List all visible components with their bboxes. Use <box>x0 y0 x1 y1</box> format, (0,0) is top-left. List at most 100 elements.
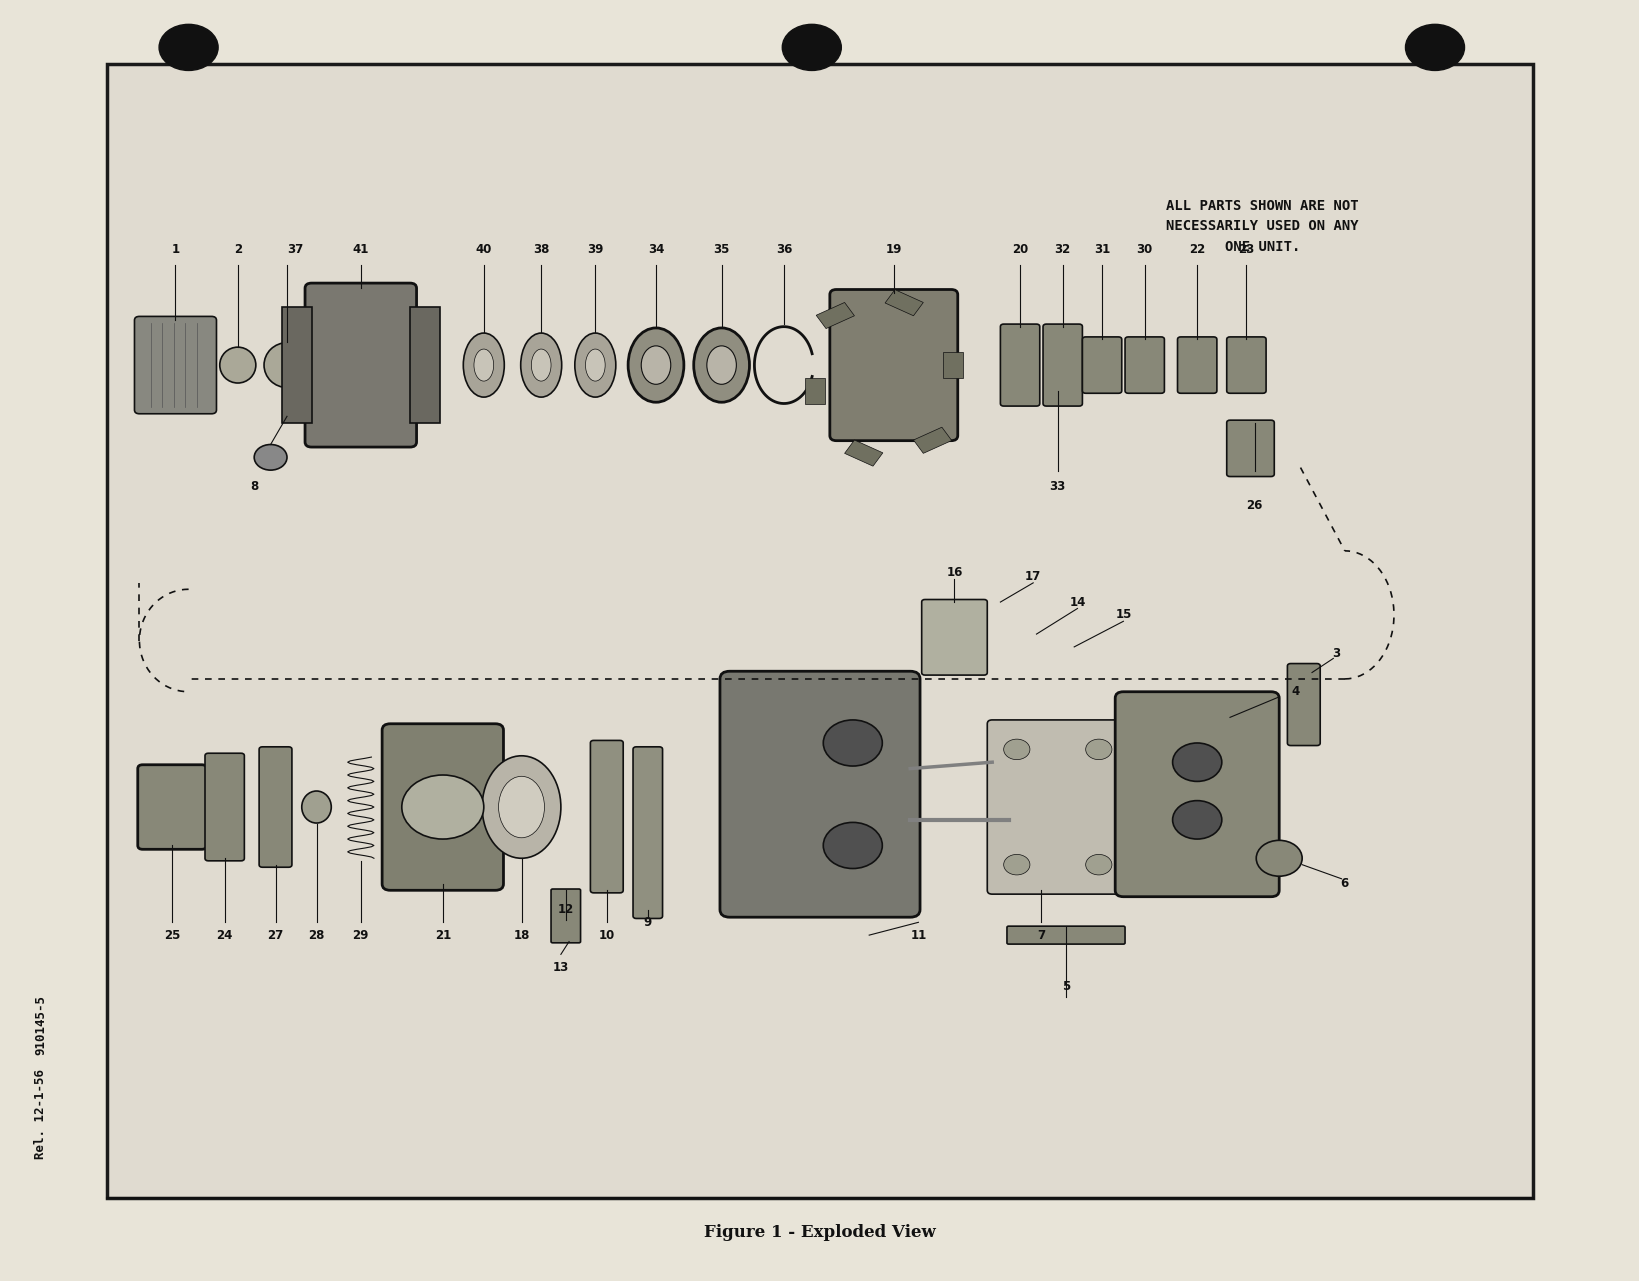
Bar <box>844 439 882 466</box>
Bar <box>942 352 962 378</box>
Circle shape <box>1085 854 1111 875</box>
Text: 20: 20 <box>1011 243 1028 256</box>
Text: 15: 15 <box>1115 608 1131 621</box>
Text: 34: 34 <box>647 243 664 256</box>
FancyBboxPatch shape <box>1226 420 1274 477</box>
Ellipse shape <box>498 776 544 838</box>
Ellipse shape <box>521 333 561 397</box>
Circle shape <box>1003 739 1029 760</box>
Bar <box>885 290 923 316</box>
Text: 8: 8 <box>249 480 259 493</box>
Text: 11: 11 <box>910 929 926 942</box>
Bar <box>410 307 439 423</box>
FancyBboxPatch shape <box>259 747 292 867</box>
Circle shape <box>1003 854 1029 875</box>
Text: 40: 40 <box>475 243 492 256</box>
Text: 37: 37 <box>287 243 303 256</box>
FancyBboxPatch shape <box>633 747 662 918</box>
Text: 30: 30 <box>1136 243 1152 256</box>
FancyBboxPatch shape <box>987 720 1128 894</box>
Text: 9: 9 <box>642 916 652 929</box>
Text: 22: 22 <box>1188 243 1205 256</box>
Text: 4: 4 <box>1290 685 1300 698</box>
Ellipse shape <box>482 756 561 858</box>
Bar <box>805 378 824 404</box>
FancyBboxPatch shape <box>138 765 207 849</box>
Circle shape <box>823 720 882 766</box>
FancyBboxPatch shape <box>382 724 503 890</box>
Text: 1: 1 <box>172 243 179 256</box>
Text: 12: 12 <box>557 903 574 916</box>
FancyBboxPatch shape <box>134 316 216 414</box>
Ellipse shape <box>575 333 616 397</box>
Text: 28: 28 <box>308 929 325 942</box>
Circle shape <box>1255 840 1301 876</box>
Circle shape <box>402 775 484 839</box>
Ellipse shape <box>641 346 670 384</box>
Text: 14: 14 <box>1069 596 1085 608</box>
Bar <box>107 64 1532 1198</box>
Text: 33: 33 <box>1049 480 1065 493</box>
FancyBboxPatch shape <box>1226 337 1265 393</box>
FancyBboxPatch shape <box>1287 664 1319 746</box>
FancyBboxPatch shape <box>1042 324 1082 406</box>
Bar <box>816 302 854 329</box>
Ellipse shape <box>531 348 551 382</box>
Text: 21: 21 <box>434 929 451 942</box>
FancyBboxPatch shape <box>1124 337 1164 393</box>
Ellipse shape <box>220 347 256 383</box>
Text: 24: 24 <box>216 929 233 942</box>
Text: 23: 23 <box>1237 243 1254 256</box>
FancyBboxPatch shape <box>590 740 623 893</box>
Ellipse shape <box>585 348 605 382</box>
Text: 41: 41 <box>352 243 369 256</box>
Ellipse shape <box>693 328 749 402</box>
FancyBboxPatch shape <box>1000 324 1039 406</box>
Circle shape <box>1172 743 1221 781</box>
FancyBboxPatch shape <box>1082 337 1121 393</box>
FancyBboxPatch shape <box>305 283 416 447</box>
Text: 16: 16 <box>946 566 962 579</box>
Text: 27: 27 <box>267 929 284 942</box>
Text: 18: 18 <box>513 929 529 942</box>
Bar <box>282 307 311 423</box>
Ellipse shape <box>706 346 736 384</box>
Circle shape <box>254 445 287 470</box>
Circle shape <box>159 24 218 70</box>
Text: 31: 31 <box>1093 243 1110 256</box>
Text: 26: 26 <box>1246 500 1262 512</box>
Circle shape <box>1405 24 1464 70</box>
Ellipse shape <box>302 792 331 824</box>
Circle shape <box>782 24 841 70</box>
FancyBboxPatch shape <box>1006 926 1124 944</box>
Text: 910145-5: 910145-5 <box>34 995 48 1054</box>
Text: 32: 32 <box>1054 243 1070 256</box>
Ellipse shape <box>462 333 505 397</box>
Ellipse shape <box>628 328 683 402</box>
Text: 25: 25 <box>164 929 180 942</box>
Text: 6: 6 <box>1339 877 1349 890</box>
FancyBboxPatch shape <box>829 290 957 441</box>
FancyBboxPatch shape <box>921 600 987 675</box>
Circle shape <box>1085 739 1111 760</box>
FancyBboxPatch shape <box>1177 337 1216 393</box>
Text: 7: 7 <box>1037 929 1044 942</box>
Ellipse shape <box>474 348 493 382</box>
FancyBboxPatch shape <box>1115 692 1278 897</box>
Text: 38: 38 <box>533 243 549 256</box>
FancyBboxPatch shape <box>720 671 919 917</box>
FancyBboxPatch shape <box>205 753 244 861</box>
Text: 3: 3 <box>1333 647 1339 660</box>
Text: 29: 29 <box>352 929 369 942</box>
Text: 17: 17 <box>1024 570 1041 583</box>
Text: Figure 1 - Exploded View: Figure 1 - Exploded View <box>703 1223 936 1241</box>
FancyBboxPatch shape <box>551 889 580 943</box>
Text: ALL PARTS SHOWN ARE NOT
NECESSARILY USED ON ANY
ONE UNIT.: ALL PARTS SHOWN ARE NOT NECESSARILY USED… <box>1165 199 1359 254</box>
Text: 10: 10 <box>598 929 615 942</box>
Text: 36: 36 <box>775 243 792 256</box>
Text: 35: 35 <box>713 243 729 256</box>
Circle shape <box>823 822 882 869</box>
Text: 2: 2 <box>234 243 241 256</box>
Ellipse shape <box>264 342 310 387</box>
Text: 13: 13 <box>552 961 569 974</box>
